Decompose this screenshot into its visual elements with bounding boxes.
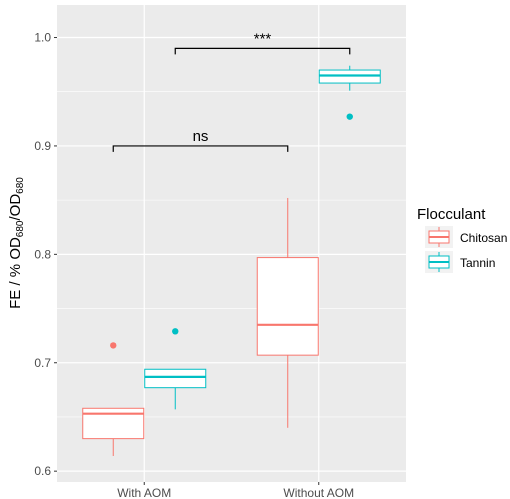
annotation-layer: ns ***: [112, 30, 351, 152]
y-tick-label: 0.8: [34, 247, 51, 261]
significance-bracket-stars-label: ***: [254, 30, 272, 47]
box-tannin-without-aom: [318, 65, 381, 120]
y-axis-title-sub1: 680: [15, 220, 26, 237]
box-tannin-with-aom-iqr: [144, 368, 207, 389]
y-axis-title: FE / % OD680/OD680: [7, 177, 26, 309]
box-chitosan-with-aom-outlier: [110, 342, 117, 349]
y-axis-title-mid: /OD: [7, 194, 24, 221]
legend-label-tannin: Tannin: [460, 256, 495, 270]
significance-bracket-ns-label: ns: [193, 128, 209, 145]
box-tannin-with-aom-outlier: [172, 328, 179, 335]
y-tick-label: 1.0: [34, 31, 51, 45]
significance-bracket-ns: ns: [112, 128, 289, 152]
box-chitosan-without-aom: [256, 197, 319, 428]
y-axis-title-sub2: 680: [15, 177, 26, 194]
axis-layer: 0.6 0.7 0.8 0.9 1.0 With AOM Without AOM: [34, 31, 354, 499]
legend-title: Flocculant: [417, 206, 486, 223]
significance-bracket-stars: ***: [174, 30, 351, 55]
y-tick-label: 0.7: [34, 356, 51, 370]
y-tick-label: 0.6: [34, 464, 51, 478]
x-tick-label-with-aom: With AOM: [117, 486, 171, 499]
box-tannin-without-aom-outlier: [346, 113, 353, 120]
y-axis-title-prefix: FE / % OD: [7, 237, 24, 309]
box-chitosan-without-aom-iqr: [256, 257, 319, 356]
legend: Flocculant Chitosan Tannin: [417, 206, 507, 273]
legend-key-chitosan: [425, 226, 453, 248]
box-layer: [82, 65, 381, 456]
legend-label-chitosan: Chitosan: [460, 231, 507, 245]
box-chitosan-with-aom: [82, 342, 145, 456]
legend-key-tannin: [425, 251, 453, 273]
plot-panel: [57, 5, 406, 482]
x-tick-label-without-aom: Without AOM: [283, 486, 354, 499]
significance-bracket-stars-line: [174, 47, 351, 55]
y-tick-label: 0.9: [34, 139, 51, 153]
significance-bracket-ns-line: [112, 145, 289, 152]
box-tannin-with-aom: [144, 328, 207, 410]
